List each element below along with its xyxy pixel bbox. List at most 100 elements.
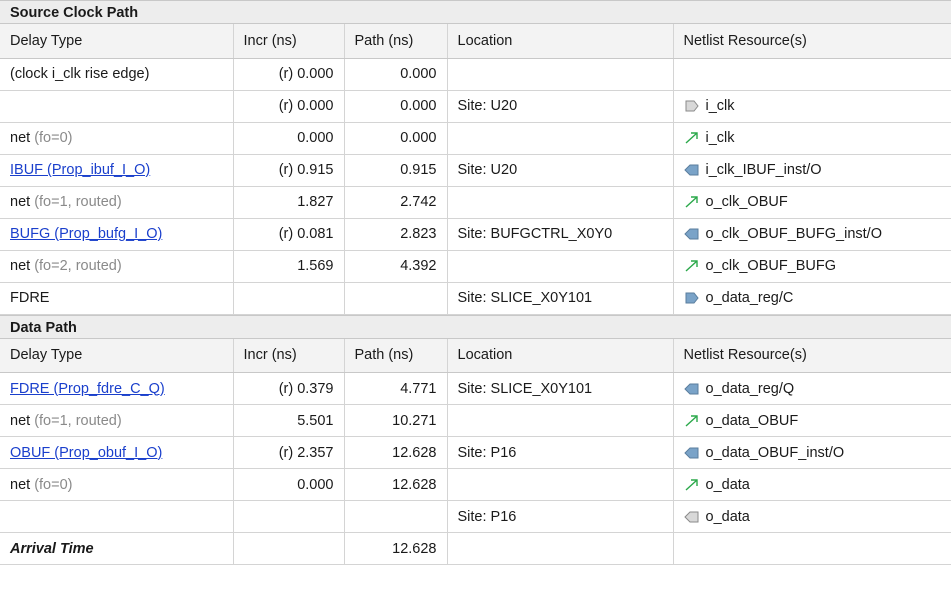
netlist-resource[interactable]: o_data [684,477,942,493]
table-row[interactable]: FDRE Site: SLICE_X0Y101 o_data_reg/C [0,282,951,315]
col-delay-type[interactable]: Delay Type [0,338,234,373]
netlist-resource-cell [673,58,951,91]
netlist-resource-cell [673,532,951,565]
col-netlist-resources[interactable]: Netlist Resource(s) [673,24,951,59]
table-row[interactable]: (r) 0.000 0.000 Site: U20 i_clk [0,90,951,123]
path-cell: 10.271 [344,404,448,437]
net-arrow-icon [684,414,700,428]
delay-type-cell: net (fo=1, routed) [0,404,234,437]
path-cell: 2.742 [344,186,448,219]
location-cell: Site: SLICE_X0Y101 [447,282,674,315]
incr-cell: (r) 0.379 [233,372,345,405]
net-arrow-icon [684,259,700,273]
table-row[interactable]: net (fo=1, routed) 1.827 2.742 o_clk_OBUF [0,186,951,219]
netlist-resource-cell[interactable]: o_data_reg/Q [673,372,951,405]
incr-cell: 0.000 [233,468,345,501]
netlist-resource-name: o_data_OBUF [705,412,799,429]
delay-type-text: net [10,194,31,210]
netlist-resource-cell[interactable]: i_clk [673,90,951,123]
incr-cell: 0.000 [233,122,345,155]
col-delay-type[interactable]: Delay Type [0,24,234,59]
path-cell: 2.823 [344,218,448,251]
netlist-resource-cell[interactable]: o_data_reg/C [673,282,951,315]
delay-type-link[interactable]: BUFG (Prop_bufg_I_O) [10,226,163,242]
delay-type-cell: net (fo=0) [0,122,234,155]
netlist-resource-cell[interactable]: o_data_OBUF [673,404,951,437]
netlist-resource[interactable]: o_data_reg/C [684,290,942,306]
delay-type-cell: Arrival Time [0,532,234,565]
delay-type-text: net [10,258,31,274]
col-path[interactable]: Path (ns) [344,24,448,59]
incr-cell: 1.569 [233,250,345,283]
path-cell: 12.628 [344,468,448,501]
table-row[interactable]: FDRE (Prop_fdre_C_Q) (r) 0.379 4.771 Site: … [0,372,951,405]
netlist-resource[interactable]: i_clk [684,98,942,114]
col-path[interactable]: Path (ns) [344,338,448,373]
location-cell [447,468,674,501]
col-location[interactable]: Location [447,24,674,59]
clock-pin-icon [684,291,700,305]
netlist-resource-cell[interactable]: o_clk_OBUF [673,186,951,219]
table-row[interactable]: net (fo=1, routed) 5.501 10.271 o_data_OBUF [0,404,951,437]
netlist-resource[interactable]: o_clk_OBUF [684,194,942,210]
table-row[interactable]: net (fo=2, routed) 1.569 4.392 o_clk_OBUF_B… [0,250,951,283]
netlist-resource[interactable]: o_clk_OBUF_BUFG_inst/O [683,226,942,242]
path-cell [344,282,448,315]
delay-type-link[interactable]: OBUF (Prop_obuf_I_O) [10,444,163,461]
cell-pin-icon [683,382,700,396]
netlist-resource[interactable]: o_clk_OBUF_BUFG [684,258,942,274]
netlist-resource-cell[interactable]: o_data [673,500,951,533]
netlist-resource[interactable]: o_data_reg/Q [683,380,942,397]
cell-pin-icon [683,163,700,177]
table-row[interactable]: OBUF (Prop_obuf_I_O) (r) 2.357 12.628 Site:… [0,436,951,469]
delay-type-cell [0,90,234,123]
delay-type-link[interactable]: FDRE (Prop_fdre_C_Q) [10,380,165,397]
delay-type-cell[interactable]: BUFG (Prop_bufg_I_O) [0,218,234,251]
delay-type-cell [0,500,234,533]
col-incr[interactable]: Incr (ns) [233,24,345,59]
cell-pin-icon [683,227,700,241]
delay-type-link[interactable]: IBUF (Prop_ibuf_I_O) [10,162,151,178]
netlist-resource-cell[interactable]: i_clk_IBUF_inst/O [673,154,951,187]
location-cell: Site: SLICE_X0Y101 [447,372,674,405]
table-row[interactable]: (clock i_clk rise edge) (r) 0.000 0.000 [0,58,951,91]
delay-type-cell[interactable]: IBUF (Prop_ibuf_I_O) [0,154,234,187]
netlist-resource-cell[interactable]: o_clk_OBUF_BUFG_inst/O [673,218,951,251]
table-row[interactable]: net (fo=0) 0.000 12.628 o_data [0,468,951,501]
delay-type-text: net [10,476,31,493]
netlist-resource[interactable]: i_clk_IBUF_inst/O [683,162,942,178]
table-row[interactable]: BUFG (Prop_bufg_I_O) (r) 0.081 2.823 Site: … [0,218,951,251]
netlist-resource-cell[interactable]: o_data_OBUF_inst/O [673,436,951,469]
delay-type-cell: (clock i_clk rise edge) [0,58,234,91]
location-cell [447,186,674,219]
netlist-resource[interactable]: o_data_OBUF_inst/O [683,445,942,461]
incr-cell [233,282,345,315]
col-incr[interactable]: Incr (ns) [233,338,345,373]
delay-type-text: Arrival Time [10,540,94,557]
netlist-resource-cell[interactable]: o_data [673,468,951,501]
netlist-resource-name: o_data [705,476,750,493]
delay-type-cell[interactable]: FDRE (Prop_fdre_C_Q) [0,372,234,405]
netlist-resource-name: i_clk [705,98,735,114]
fanout-text: (fo=1, routed) [34,412,122,429]
col-netlist-resources[interactable]: Netlist Resource(s) [673,338,951,373]
netlist-resource[interactable]: i_clk [684,130,942,146]
netlist-resource[interactable]: o_data [683,509,942,525]
table-row[interactable]: net (fo=0) 0.000 0.000 i_clk [0,122,951,155]
table-row[interactable]: IBUF (Prop_ibuf_I_O) (r) 0.915 0.915 Site: … [0,154,951,187]
table-row[interactable]: Arrival Time 12.628 [0,532,951,565]
netlist-resource-cell[interactable]: o_clk_OBUF_BUFG [673,250,951,283]
netlist-resource-cell[interactable]: i_clk [673,122,951,155]
path-cell: 12.628 [344,532,448,565]
fanout-text: (fo=0) [34,130,73,146]
col-location[interactable]: Location [447,338,674,373]
input-port-icon [684,99,700,113]
net-arrow-icon [684,478,700,492]
path-cell: 0.000 [344,90,448,123]
path-cell: 4.771 [344,372,448,405]
netlist-resource[interactable]: o_data_OBUF [684,413,942,429]
netlist-resource-name: o_data_reg/Q [705,380,795,397]
delay-type-cell[interactable]: OBUF (Prop_obuf_I_O) [0,436,234,469]
fanout-text: (fo=1, routed) [34,194,122,210]
table-row[interactable]: Site: P16 o_data [0,500,951,533]
